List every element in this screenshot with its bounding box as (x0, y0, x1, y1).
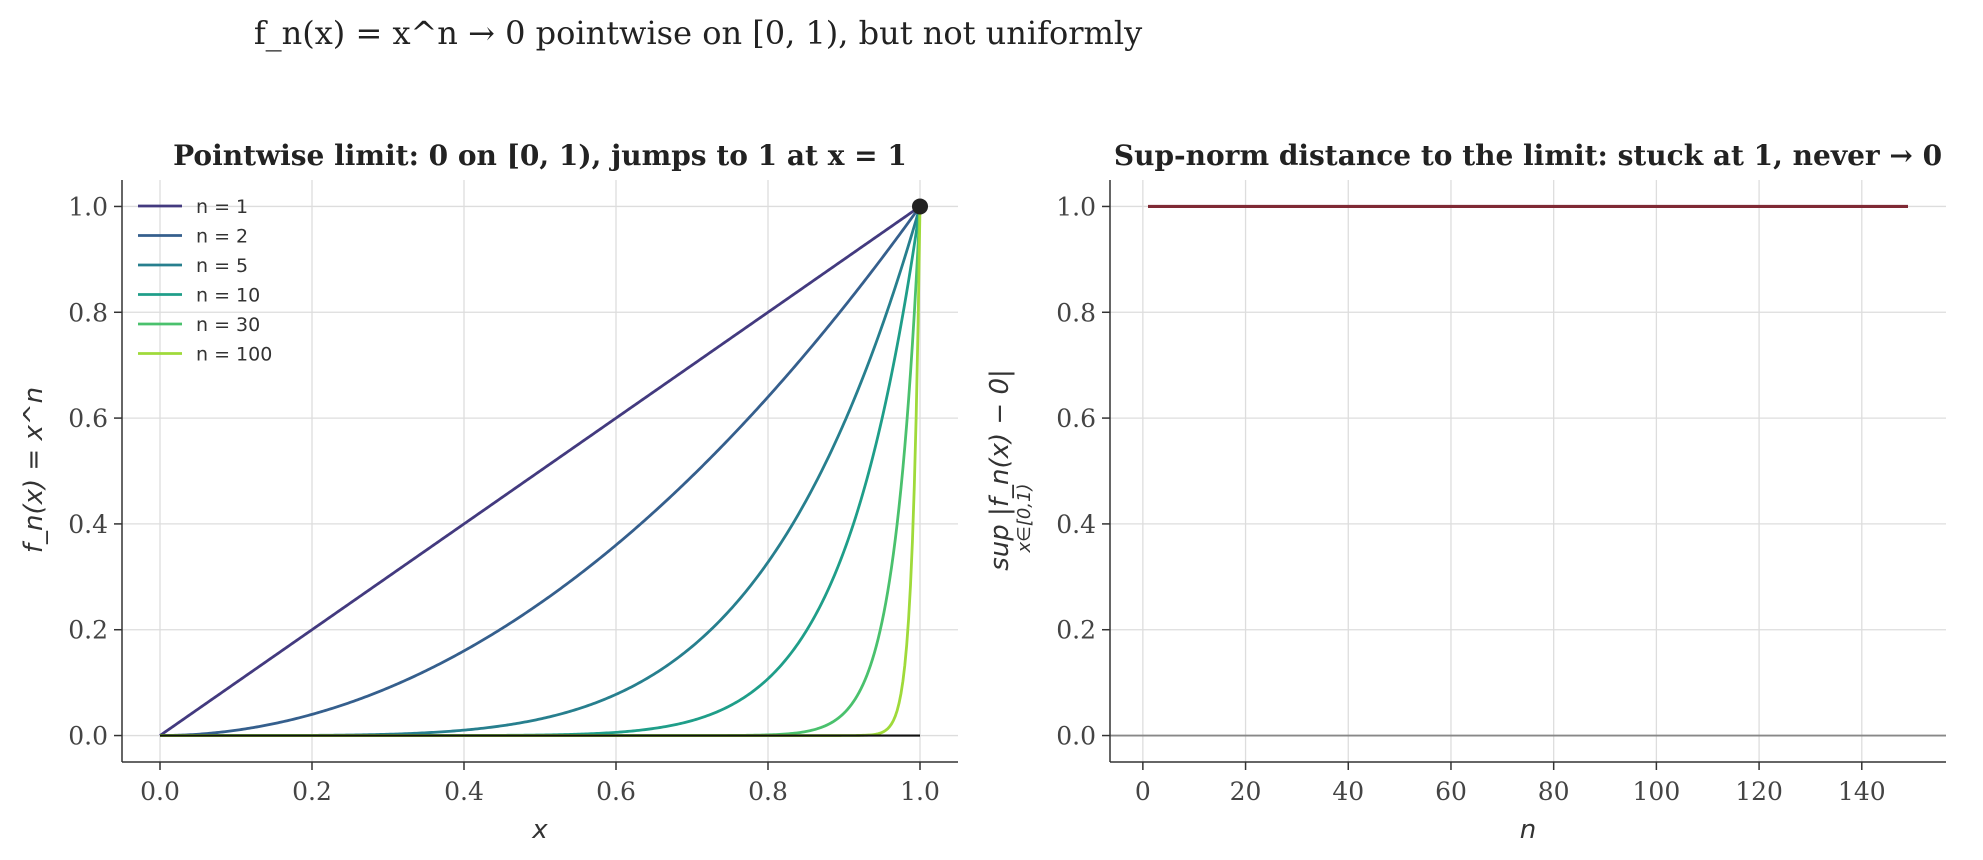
tick-labels: 0 20 40 60 80 100 120 140 0.0 0.2 0.4 0.6 0.8 1.0 (1056, 192, 1885, 806)
x-tick-label: 0.0 (140, 777, 180, 806)
x-tick-label: 0.8 (748, 777, 788, 806)
figure-suptitle: f_n(x) = x^n → 0 pointwise on [0, 1), bu… (254, 14, 1142, 52)
y-axis-label-subscript: x∈[0,1) (1014, 483, 1035, 553)
x-axis-label: x (531, 815, 548, 845)
x-tick-label: 0.6 (596, 777, 636, 806)
x-axis-label: n (1520, 815, 1536, 845)
y-tick-label: 0.8 (1056, 298, 1096, 327)
x-tick-label: 0.2 (292, 777, 332, 806)
legend-label-n2: n = 2 (196, 226, 248, 248)
tick-labels: 0.0 0.2 0.4 0.6 0.8 1.0 0.0 0.2 0.4 0.6 0.8 1.0 (68, 192, 940, 806)
legend-label-n1: n = 1 (196, 196, 248, 218)
legend-label-n10: n = 10 (196, 285, 260, 307)
axes-spines (1109, 180, 1946, 763)
x-tick-label: 100 (1633, 777, 1681, 806)
series-line-n1 (159, 205, 921, 737)
chart-pointwise: 0.0 0.2 0.4 0.6 0.8 1.0 0.0 0.2 0.4 0.6 0.8 1.0 Poi… (19, 139, 958, 845)
grid (1110, 180, 1946, 762)
x-tick-label: 120 (1735, 777, 1783, 806)
x-tick-label: 0 (1135, 777, 1151, 806)
x-tick-label: 80 (1538, 777, 1570, 806)
y-tick-label: 1.0 (68, 192, 108, 221)
y-tick-label: 0.0 (1056, 722, 1096, 751)
x-tick-label: 40 (1332, 777, 1364, 806)
series-line-n2 (159, 205, 922, 737)
y-tick-label: 0.0 (68, 722, 108, 751)
legend-label-n30: n = 30 (196, 314, 260, 336)
axes-spines (121, 180, 958, 763)
chart-supnorm: 0 20 40 60 80 100 120 140 0.0 0.2 0.4 0.6 0.8 1.0 Sup… (985, 139, 1946, 845)
y-tick-label: 0.4 (68, 510, 108, 539)
y-tick-label: 0.2 (68, 616, 108, 645)
x-tick-label: 140 (1838, 777, 1886, 806)
y-tick-label: 1.0 (1056, 192, 1096, 221)
legend-label-n5: n = 5 (196, 255, 248, 277)
x-tick-label: 1.0 (900, 777, 940, 806)
y-tick-label: 0.4 (1056, 510, 1096, 539)
legend-label-n100: n = 100 (196, 344, 272, 366)
y-tick-label: 0.6 (68, 404, 108, 433)
y-tick-label: 0.8 (68, 298, 108, 327)
limit-point (912, 198, 928, 215)
series-lines (159, 198, 928, 737)
chart-title: Pointwise limit: 0 on [0, 1), jumps to 1… (173, 139, 907, 172)
x-tick-label: 0.4 (444, 777, 484, 806)
y-axis-label: sup |f_n(x) − 0| (985, 369, 1015, 570)
y-tick-label: 0.6 (1056, 404, 1096, 433)
chart-title: Sup-norm distance to the limit: stuck at… (1114, 139, 1942, 172)
y-axis-label: f_n(x) = x^n (19, 387, 49, 553)
x-tick-label: 20 (1230, 777, 1262, 806)
legend: n = 1 n = 2 n = 5 n = 10 n = 30 n = 100 (138, 196, 272, 366)
series-lines (1110, 204, 1946, 737)
x-tick-label: 60 (1435, 777, 1467, 806)
tick-marks (1102, 205, 1863, 770)
y-tick-label: 0.2 (1056, 616, 1096, 645)
tick-marks (114, 205, 921, 770)
